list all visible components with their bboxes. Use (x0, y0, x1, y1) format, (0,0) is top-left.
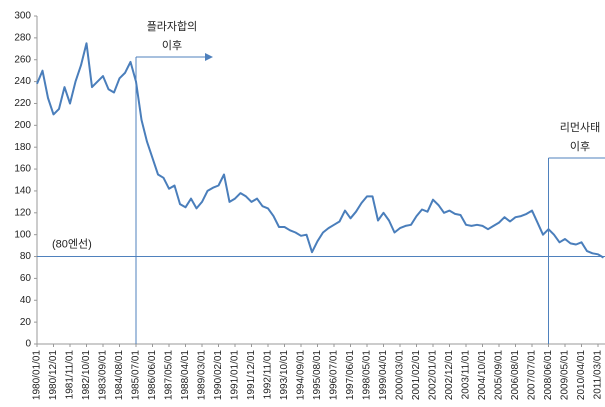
x-tick-label: 1983/09/01 (98, 350, 109, 400)
x-tick-label: 2007/07/01 (527, 350, 538, 400)
y-tick-label: 40 (20, 295, 32, 306)
x-tick-label: 1991/01/01 (230, 350, 241, 400)
x-tick-label: 1989/03/01 (197, 350, 208, 400)
x-tick-label: 2002/01/01 (428, 350, 439, 400)
x-tick-label: 2008/06/01 (543, 350, 554, 400)
y-tick-label: 20 (20, 317, 32, 328)
x-tick-label: 1985/07/01 (131, 350, 142, 400)
x-tick-label: 1996/07/01 (329, 350, 340, 400)
x-tick-label: 2011/03/01 (593, 350, 604, 400)
x-tick-label: 2005/09/01 (494, 350, 505, 400)
y-tick-label: 120 (14, 207, 31, 218)
x-tick-label: 2001/02/01 (411, 350, 422, 400)
data-line (36, 42, 605, 259)
x-tick-label: 1984/08/01 (114, 350, 125, 400)
y-tick-label: 240 (14, 76, 31, 87)
y-tick-label: 260 (14, 54, 31, 65)
y-tick-label: 80 (20, 251, 32, 262)
x-tick-label: 1987/05/01 (164, 350, 175, 400)
x-tick-label: 1980/01/01 (32, 350, 43, 400)
x-tick-label: 1988/04/01 (180, 350, 191, 400)
y-tick-label: 60 (20, 273, 32, 284)
x-tick-label: 2010/04/01 (576, 350, 587, 400)
y-tick-label: 0 (25, 339, 31, 350)
y-tick-label: 100 (14, 229, 31, 240)
x-tick-label: 1986/06/01 (147, 350, 158, 400)
x-tick-label: 1994/09/01 (296, 350, 307, 400)
x-tick-label: 1999/04/01 (378, 350, 389, 400)
x-tick-label: 2006/08/01 (510, 350, 521, 400)
reference-label: (80엔선) (52, 237, 92, 250)
x-tick-label: 2004/10/01 (477, 350, 488, 400)
annotation-text: 이후 (570, 140, 590, 153)
x-tick-label: 1993/10/01 (279, 350, 290, 400)
x-tick-label: 2000/03/01 (395, 350, 406, 400)
x-tick-label: 1995/08/01 (312, 350, 323, 400)
annotation-text: 리먼사태 (560, 121, 600, 134)
x-tick-label: 2009/05/01 (560, 350, 571, 400)
y-tick-label: 140 (14, 186, 31, 197)
x-tick-label: 2003/11/01 (461, 350, 472, 400)
annotation-text: 이후 (162, 39, 182, 52)
y-tick-label: 280 (14, 33, 31, 44)
x-tick-label: 1997/06/01 (345, 350, 356, 400)
x-tick-label: 1991/12/01 (246, 350, 257, 400)
x-tick-label: 1982/10/01 (81, 350, 92, 400)
y-tick-label: 220 (14, 98, 31, 109)
x-tick-label: 1980/12/01 (48, 350, 59, 400)
x-tick-label: 1992/11/01 (263, 350, 274, 400)
y-tick-label: 300 (14, 11, 31, 22)
annotation-text: 플라자합의 (147, 20, 198, 33)
x-tick-label: 2002/12/01 (444, 350, 455, 400)
y-tick-label: 160 (14, 164, 31, 175)
x-tick-label: 1998/05/01 (362, 350, 373, 400)
y-tick-label: 200 (14, 120, 31, 131)
x-tick-label: 1981/11/01 (65, 350, 76, 400)
y-tick-label: 180 (14, 142, 31, 153)
x-tick-label: 1990/02/01 (213, 350, 224, 400)
